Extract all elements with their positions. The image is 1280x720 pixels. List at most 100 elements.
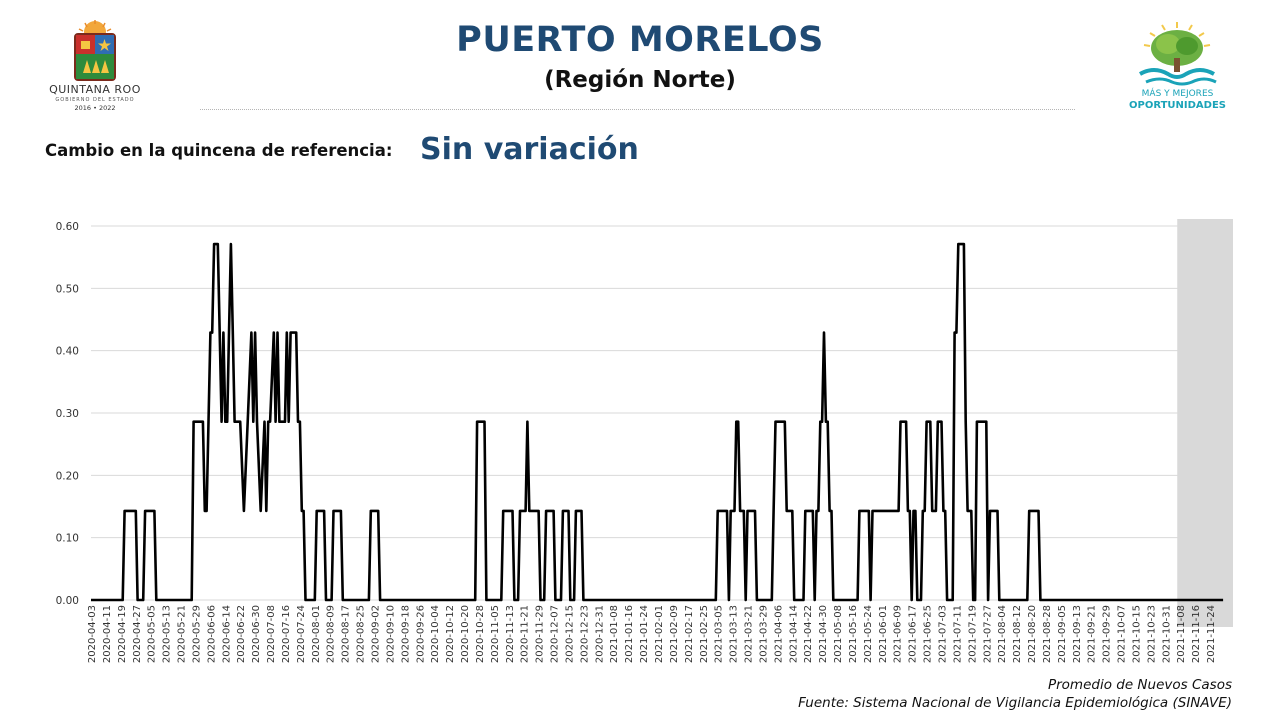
x-tick-label: 2021-09-13 — [1072, 605, 1083, 663]
x-tick-label: 2020-12-15 — [564, 605, 575, 663]
y-tick-label: 0.50 — [56, 283, 79, 295]
page-title: PUERTO MORELOS — [456, 20, 824, 60]
x-tick-label: 2021-07-03 — [938, 605, 949, 663]
x-tick-label: 2021-08-04 — [997, 605, 1008, 663]
x-tick-label: 2020-09-02 — [371, 605, 382, 663]
x-tick-label: 2020-09-10 — [385, 605, 396, 663]
x-tick-label: 2020-06-06 — [206, 605, 217, 663]
x-tick-label: 2021-10-31 — [1161, 605, 1172, 663]
x-tick-label: 2021-07-11 — [952, 605, 963, 663]
x-tick-label: 2020-11-29 — [535, 605, 546, 663]
x-tick-label: 2021-02-25 — [699, 605, 710, 663]
x-tick-label: 2020-10-28 — [475, 605, 486, 663]
x-tick-label: 2020-05-21 — [177, 605, 188, 663]
x-tick-label: 2020-10-12 — [445, 605, 456, 663]
x-tick-label: 2021-06-25 — [923, 605, 934, 663]
tree-emblem-icon — [1139, 22, 1217, 86]
x-tick-label: 2021-01-08 — [609, 605, 620, 663]
x-tick-label: 2021-06-09 — [893, 605, 904, 663]
x-tick-label: 2021-10-23 — [1146, 605, 1157, 663]
government-label: GOBIERNO DEL ESTADO — [55, 97, 135, 103]
x-tick-label: 2020-10-20 — [460, 605, 471, 663]
x-tick-label: 2020-12-07 — [550, 605, 561, 663]
x-tick-label: 2020-12-23 — [579, 605, 590, 663]
x-tick-label: 2021-08-12 — [1012, 605, 1023, 663]
y-tick-label: 0.00 — [56, 595, 79, 607]
x-tick-label: 2021-02-17 — [684, 605, 695, 663]
x-tick-label: 2021-05-24 — [863, 605, 874, 663]
source-caption: Fuente: Sistema Nacional de Vigilancia E… — [798, 695, 1232, 711]
x-tick-label: 2020-06-30 — [251, 605, 262, 663]
x-tick-label: 2020-11-13 — [505, 605, 516, 663]
x-tick-label: 2021-07-19 — [967, 605, 978, 663]
x-tick-label: 2021-06-17 — [908, 605, 919, 663]
x-tick-label: 2021-09-21 — [1087, 605, 1098, 663]
y-tick-label: 0.30 — [56, 408, 79, 420]
x-tick-label: 2021-04-30 — [818, 605, 829, 663]
x-tick-label: 2021-03-13 — [729, 605, 740, 663]
change-label: Cambio en la quincena de referencia: — [45, 141, 393, 160]
slogan-line-1: MÁS Y MEJORES — [1141, 89, 1214, 99]
projection-shaded-region — [1177, 219, 1233, 627]
state-name: QUINTANA ROO — [49, 83, 141, 96]
x-tick-label: 2021-11-24 — [1206, 605, 1217, 663]
x-tick-label: 2020-08-17 — [341, 605, 352, 663]
x-tick-label: 2021-03-21 — [744, 605, 755, 663]
x-tick-label: 2021-01-16 — [624, 605, 635, 663]
x-tick-label: 2021-04-14 — [788, 605, 799, 663]
x-tick-label: 2020-06-22 — [236, 605, 247, 663]
x-tick-label: 2020-07-08 — [266, 605, 277, 663]
x-tick-label: 2020-04-19 — [117, 605, 128, 663]
x-tick-label: 2021-01-24 — [639, 605, 650, 663]
x-tick-label: 2021-03-29 — [758, 605, 769, 663]
x-tick-label: 2021-05-08 — [833, 605, 844, 663]
title-divider — [200, 109, 1075, 110]
y-tick-label: 0.60 — [56, 221, 79, 233]
x-tick-label: 2020-08-09 — [326, 605, 337, 663]
x-tick-label: 2020-09-26 — [415, 605, 426, 663]
x-tick-label: 2020-12-31 — [594, 605, 605, 663]
x-tick-label: 2020-05-13 — [162, 605, 173, 663]
new-cases-line-chart: 0.00 0.10 0.20 0.30 0.40 0.50 0.60 2020-04-03 2… — [56, 219, 1233, 663]
x-tick-label: 2020-05-05 — [147, 605, 158, 663]
x-tick-label: 2021-03-05 — [714, 605, 725, 663]
x-tick-label: 2021-06-01 — [878, 605, 889, 663]
x-tick-label: 2021-04-06 — [773, 605, 784, 663]
x-tick-label: 2021-04-22 — [803, 605, 814, 663]
page-subtitle: (Región Norte) — [544, 67, 736, 93]
x-tick-label: 2020-06-14 — [221, 605, 232, 663]
x-tick-label: 2020-04-27 — [132, 605, 143, 663]
x-tick-label: 2020-05-29 — [191, 605, 202, 663]
x-tick-label: 2020-11-05 — [490, 605, 501, 663]
x-tick-label: 2021-10-07 — [1117, 605, 1128, 663]
new-cases-series-line — [91, 242, 1224, 602]
x-tick-label: 2021-07-27 — [982, 605, 993, 663]
x-tick-label: 2020-04-11 — [102, 605, 113, 663]
government-years: 2016 • 2022 — [74, 104, 116, 112]
quintana-roo-logo: QUINTANA ROO GOBIERNO DEL ESTADO 2016 • … — [40, 20, 150, 116]
x-tick-label: 2020-08-01 — [311, 605, 322, 663]
x-tick-label: 2021-02-01 — [654, 605, 665, 663]
x-tick-label: 2020-07-24 — [296, 605, 307, 663]
x-tick-label: 2020-10-04 — [430, 605, 441, 663]
x-tick-label: 2021-10-15 — [1131, 605, 1142, 663]
x-tick-label: 2021-11-16 — [1191, 605, 1202, 663]
x-tick-label: 2021-02-09 — [669, 605, 680, 663]
y-tick-label: 0.20 — [56, 470, 79, 482]
state-crest-icon — [74, 20, 116, 81]
slogan-line-2: OPORTUNIDADES — [1129, 100, 1226, 111]
x-tick-label: 2020-09-18 — [400, 605, 411, 663]
y-tick-label: 0.10 — [56, 533, 79, 545]
y-tick-label: 0.40 — [56, 346, 79, 358]
change-value: Sin variación — [420, 132, 639, 167]
x-tick-label: 2021-08-20 — [1027, 605, 1038, 663]
x-tick-label: 2021-05-16 — [848, 605, 859, 663]
metric-caption: Promedio de Nuevos Casos — [1047, 677, 1232, 693]
x-tick-label: 2020-04-03 — [87, 605, 98, 663]
x-tick-label: 2021-11-08 — [1176, 605, 1187, 663]
x-tick-label: 2020-07-16 — [281, 605, 292, 663]
x-tick-label: 2021-09-29 — [1102, 605, 1113, 663]
x-tick-label: 2020-11-21 — [520, 605, 531, 663]
oportunidades-logo: MÁS Y MEJORES OPORTUNIDADES — [1120, 20, 1235, 115]
x-tick-label: 2020-08-25 — [356, 605, 367, 663]
